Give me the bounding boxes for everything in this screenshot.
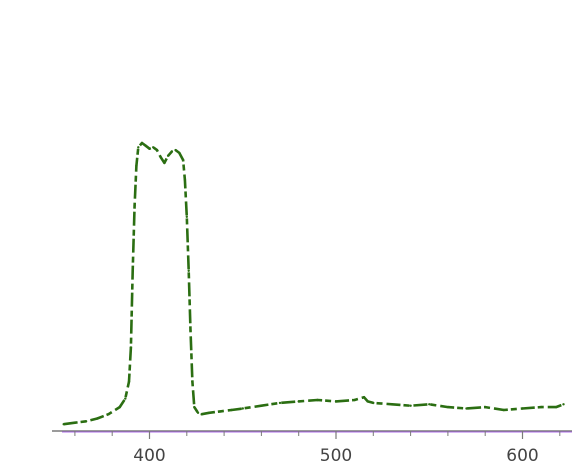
data-point [554, 405, 558, 409]
data-point [562, 403, 565, 406]
data-point [73, 421, 77, 424]
data-point [163, 161, 166, 165]
data-point [131, 269, 134, 272]
data-point [191, 380, 194, 383]
data-point [278, 401, 282, 405]
data-point [62, 423, 65, 426]
data-point [230, 408, 233, 412]
data-point [118, 405, 121, 409]
curve-layer [62, 141, 565, 426]
data-point [428, 403, 431, 406]
data-point [241, 407, 244, 410]
data-point [465, 407, 468, 410]
x-axis-ticks: 400 500 600 [74, 431, 561, 466]
data-point [297, 400, 300, 403]
data-point [107, 413, 110, 416]
data-point [96, 417, 99, 420]
data-point [140, 141, 144, 145]
data-point [366, 400, 369, 403]
data-point [124, 397, 127, 400]
x-tick-label: 600 [506, 446, 538, 466]
data-point [133, 204, 136, 207]
data-point [144, 144, 147, 147]
data-point [200, 413, 203, 416]
data-point [196, 411, 200, 414]
data-point [170, 150, 174, 153]
data-point [183, 178, 187, 182]
data-point [219, 410, 222, 413]
data-point [540, 405, 543, 409]
data-point [159, 156, 162, 159]
data-point [152, 146, 155, 149]
data-point [84, 420, 88, 423]
data-point [178, 151, 181, 155]
x-tick-label: 500 [320, 446, 352, 466]
data-point [521, 407, 524, 410]
data-point [189, 329, 192, 332]
data-point [409, 404, 412, 407]
data-point [193, 405, 196, 409]
data-point [181, 158, 185, 162]
series-line-transmission [63, 141, 564, 426]
data-point [155, 148, 159, 152]
data-point [185, 215, 188, 218]
x-tick-label: 400 [133, 446, 165, 466]
data-point [334, 400, 338, 403]
data-point [372, 401, 375, 405]
data-point [187, 269, 190, 272]
data-point [484, 405, 487, 409]
data-point [362, 396, 366, 399]
data-point [502, 408, 505, 412]
data-point [316, 398, 319, 402]
data-point [127, 380, 131, 383]
data-point [353, 398, 356, 402]
data-point [260, 404, 263, 407]
data-point [137, 146, 140, 149]
data-point [390, 403, 394, 406]
data-point [135, 164, 138, 167]
data-point [174, 148, 177, 152]
data-point [208, 411, 211, 414]
data-point [148, 147, 151, 150]
data-point [129, 346, 133, 349]
data-point [446, 405, 450, 409]
data-point [166, 154, 170, 157]
